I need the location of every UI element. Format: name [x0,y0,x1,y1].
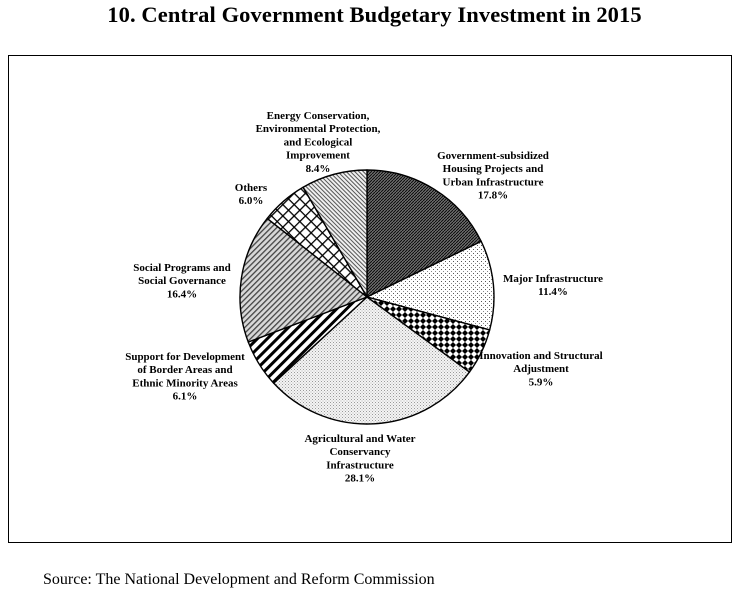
slice-label: Energy Conservation, Environmental Protec… [256,110,381,175]
slice-name-line: Innovation and Structural [479,350,602,362]
pie-slice [302,169,368,298]
slice-name-line: Others [235,182,268,194]
slice-name-line: and Ecological [284,136,353,148]
slice-value-label: 28.1% [345,473,375,485]
pie-slice [366,169,482,298]
slice-name-line: Support for Development [125,351,245,363]
slice-label: Innovation and Structural Adjustment 5.9% [479,350,602,388]
slice-label: Government-subsidized Housing Projects an… [437,150,549,202]
slice-name-line: Social Governance [138,275,226,287]
slice-value-label: 11.4% [538,286,568,298]
slice-name-line: Government-subsidized [437,150,549,162]
slice-name-line: of Border Areas and [137,364,232,376]
slice-label: Others 6.0% [235,182,268,207]
chart-title: 10. Central Government Budgetary Investm… [107,2,642,27]
pie-slice [239,217,368,343]
pie-slice [272,296,471,425]
slice-name-line: Urban Infrastructure [443,176,544,188]
slice-name-line: Social Programs and [133,262,231,274]
pie-slice [366,240,495,331]
slice-name-line: Conservancy [329,446,391,458]
slice-name-line: Major Infrastructure [503,273,603,285]
slice-value-label: 8.4% [306,163,331,175]
source-note: Source: The National Development and Ref… [43,571,435,588]
slice-label: Agricultural and Water Conservancy Infrast… [304,433,415,485]
slice-name-line: Environmental Protection, [256,123,381,135]
slice-value-label: 16.4% [167,288,197,300]
slice-label: Major Infrastructure 11.4% [503,273,603,298]
slice-label: Support for Development of Border Areas a… [125,351,245,403]
slice-name-line: Housing Projects and [443,163,544,175]
slice-name-line: Energy Conservation, [267,110,370,122]
slice-name-line: Infrastructure [326,459,394,471]
slice-name-line: Agricultural and Water [304,433,415,445]
slice-value-label: 6.1% [173,391,198,403]
chart-frame [8,55,732,543]
slice-value-label: 5.9% [529,376,554,388]
slice-value-label: 6.0% [239,195,264,207]
slice-name-line: Improvement [286,150,350,162]
slice-name-line: Adjustment [513,363,569,375]
slice-value-label: 17.8% [478,190,508,202]
slice-name-line: Ethnic Minority Areas [132,377,238,389]
slice-label: Social Programs and Social Governance 16.4… [133,262,231,300]
